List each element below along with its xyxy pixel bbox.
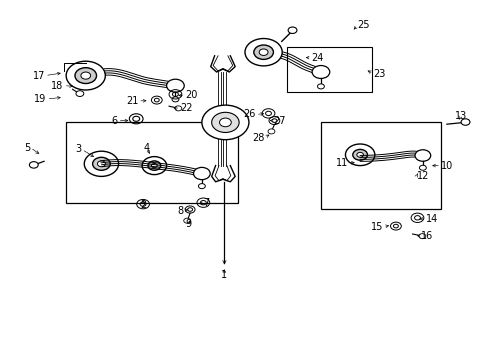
Text: 12: 12 [416, 171, 429, 181]
Text: 5: 5 [24, 143, 30, 153]
Circle shape [194, 167, 210, 180]
Circle shape [202, 105, 249, 140]
Text: 13: 13 [454, 111, 466, 121]
Circle shape [66, 61, 105, 90]
Circle shape [268, 129, 275, 134]
Circle shape [415, 150, 431, 161]
Text: 21: 21 [126, 96, 138, 106]
Text: 22: 22 [180, 103, 193, 113]
Text: 8: 8 [177, 206, 184, 216]
Circle shape [81, 72, 91, 79]
Circle shape [353, 149, 368, 160]
Text: 20: 20 [185, 90, 197, 100]
Bar [66, 122, 238, 203]
Text: 26: 26 [244, 109, 256, 120]
Circle shape [288, 27, 297, 33]
Circle shape [175, 106, 182, 111]
Circle shape [212, 112, 239, 132]
Text: 9: 9 [186, 219, 192, 229]
Text: 16: 16 [421, 231, 434, 241]
Circle shape [259, 49, 268, 55]
Text: 17: 17 [33, 71, 45, 81]
Circle shape [142, 157, 167, 175]
Circle shape [93, 157, 110, 170]
Text: 19: 19 [34, 94, 47, 104]
Circle shape [198, 184, 205, 189]
Circle shape [220, 118, 231, 127]
Circle shape [98, 161, 105, 167]
Text: 27: 27 [273, 116, 286, 126]
Circle shape [357, 152, 364, 157]
Circle shape [75, 68, 97, 84]
Circle shape [419, 234, 426, 239]
Text: 14: 14 [426, 214, 439, 224]
Circle shape [318, 84, 324, 89]
Text: 10: 10 [441, 161, 453, 171]
Text: 18: 18 [51, 81, 64, 91]
Circle shape [167, 79, 184, 92]
Text: 6: 6 [111, 116, 118, 126]
Bar [287, 47, 372, 92]
Text: 25: 25 [358, 20, 370, 30]
Text: 23: 23 [373, 69, 386, 79]
Circle shape [148, 161, 161, 170]
Circle shape [254, 45, 273, 59]
Text: 2: 2 [140, 200, 146, 210]
Circle shape [184, 218, 191, 223]
Circle shape [345, 144, 375, 166]
Text: 7: 7 [203, 198, 210, 208]
Text: 15: 15 [371, 222, 383, 232]
Circle shape [312, 66, 330, 78]
Circle shape [461, 119, 470, 125]
Circle shape [84, 151, 119, 176]
Text: 24: 24 [311, 53, 323, 63]
Text: 11: 11 [336, 158, 348, 168]
Bar [321, 122, 441, 209]
Text: 1: 1 [221, 270, 227, 280]
Circle shape [419, 165, 426, 170]
Circle shape [172, 97, 179, 102]
Circle shape [151, 163, 157, 168]
Text: 4: 4 [144, 143, 150, 153]
Circle shape [245, 39, 282, 66]
Circle shape [76, 91, 84, 96]
Text: 28: 28 [252, 132, 265, 143]
Text: 3: 3 [75, 144, 82, 154]
Circle shape [29, 162, 38, 168]
